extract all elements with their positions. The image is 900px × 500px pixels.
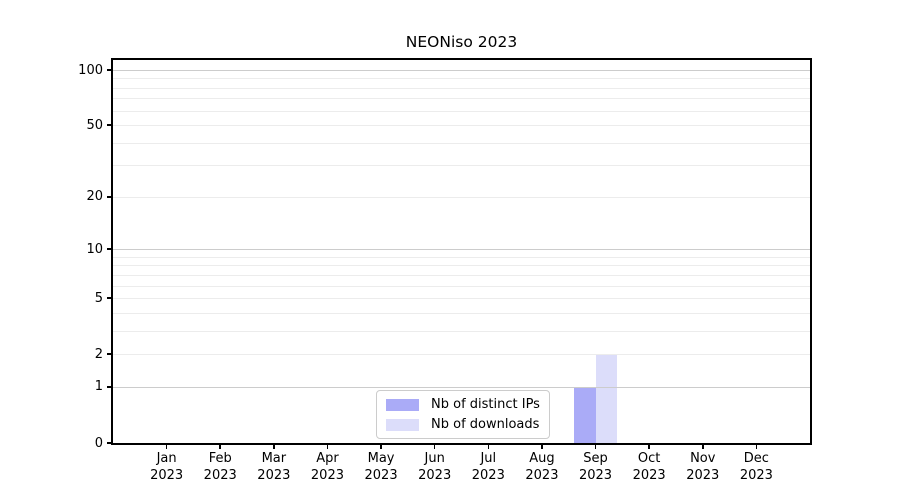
major-gridline: [113, 249, 810, 251]
x-tick-label: Nov 2023: [686, 451, 720, 483]
minor-gridline: [113, 256, 810, 258]
x-tick-mark: [487, 443, 490, 449]
minor-gridline: [113, 87, 810, 89]
x-tick-label: Aug 2023: [525, 451, 559, 483]
y-tick-mark: [107, 248, 113, 250]
bar-nb-of-distinct-ips: [574, 386, 596, 443]
x-tick-mark: [326, 443, 329, 449]
legend-label-downloads: Nb of downloads: [431, 417, 540, 432]
legend-item-downloads: Nb of downloads: [386, 416, 540, 433]
x-tick-mark: [165, 443, 168, 449]
y-tick-label: 1: [94, 379, 103, 395]
legend-swatch-downloads: [386, 418, 419, 431]
x-tick-mark: [273, 443, 275, 449]
minor-gridline: [113, 285, 810, 287]
minor-gridline: [113, 125, 810, 127]
y-tick-label: 50: [86, 117, 103, 133]
x-tick-mark: [433, 443, 436, 449]
minor-gridline: [113, 354, 810, 356]
y-tick-mark: [107, 297, 113, 299]
x-tick-mark: [702, 443, 704, 449]
legend-swatch-distinct-ips: [386, 398, 419, 411]
y-tick-label: 20: [86, 189, 103, 205]
minor-gridline: [113, 312, 810, 314]
x-tick-label: Mar 2023: [257, 451, 291, 483]
x-tick-mark: [541, 443, 543, 449]
y-tick-label: 10: [86, 241, 103, 257]
chart-title: NEONiso 2023: [405, 33, 518, 51]
bar-nb-of-downloads: [595, 354, 617, 443]
legend: Nb of distinct IPs Nb of downloads: [376, 390, 550, 439]
plot-area: [113, 60, 810, 443]
y-tick-label: 100: [78, 62, 103, 78]
y-tick-mark: [107, 353, 113, 355]
x-tick-label: Jul 2023: [471, 451, 505, 483]
y-tick-label: 0: [94, 435, 103, 451]
minor-gridline: [113, 142, 810, 144]
major-gridline: [113, 386, 810, 388]
y-tick-mark: [107, 442, 113, 444]
x-tick-mark: [219, 443, 221, 449]
x-tick-label: Sep 2023: [578, 451, 613, 483]
y-tick-label: 2: [94, 346, 103, 362]
x-tick-label: Feb 2023: [203, 451, 237, 483]
x-tick-label: May 2023: [364, 451, 398, 483]
x-tick-label: Jun 2023: [418, 451, 452, 483]
y-tick-mark: [107, 124, 113, 126]
x-tick-mark: [648, 443, 650, 449]
minor-gridline: [113, 265, 810, 267]
x-tick-mark: [594, 443, 597, 449]
x-tick-label: Apr 2023: [310, 451, 344, 483]
x-tick-mark: [380, 443, 382, 449]
minor-gridline: [113, 98, 810, 100]
minor-gridline: [113, 330, 810, 332]
y-tick-mark: [107, 386, 113, 388]
y-tick-label: 5: [94, 290, 103, 306]
legend-item-distinct-ips: Nb of distinct IPs: [386, 396, 540, 413]
minor-gridline: [113, 274, 810, 276]
minor-gridline: [113, 196, 810, 198]
minor-gridline: [113, 110, 810, 112]
minor-gridline: [113, 165, 810, 167]
minor-gridline: [113, 298, 810, 300]
x-tick-mark: [755, 443, 758, 449]
y-tick-mark: [107, 196, 113, 198]
x-tick-label: Oct 2023: [632, 451, 666, 483]
x-tick-label: Dec 2023: [739, 451, 773, 483]
y-tick-mark: [107, 69, 113, 71]
major-gridline: [113, 70, 810, 71]
minor-gridline: [113, 78, 810, 80]
x-tick-label: Jan 2023: [150, 451, 184, 483]
legend-label-distinct-ips: Nb of distinct IPs: [431, 397, 540, 412]
